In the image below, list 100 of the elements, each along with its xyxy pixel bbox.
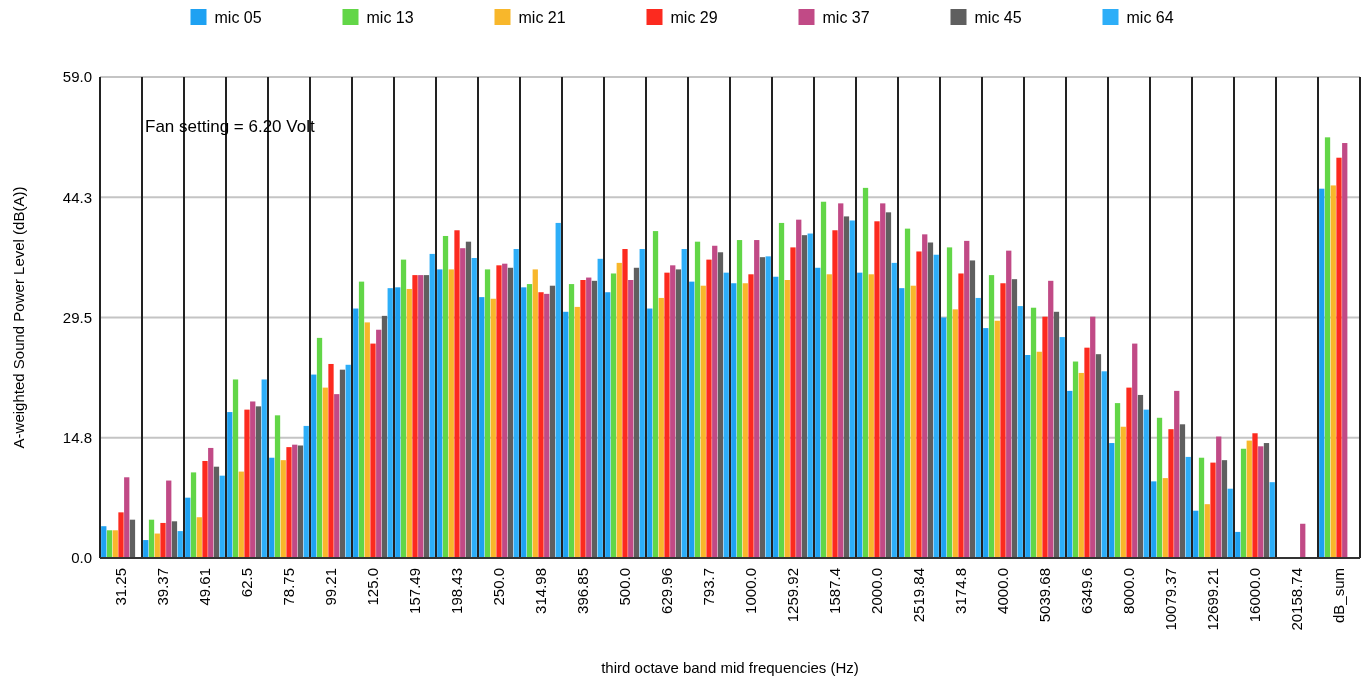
- x-tick-label: 125.0: [364, 568, 382, 606]
- bar: [345, 364, 351, 558]
- bar: [538, 292, 544, 558]
- bar: [790, 247, 796, 558]
- x-tick-label: 2519.84: [910, 568, 928, 623]
- bar: [549, 285, 556, 558]
- bar: [1198, 457, 1205, 558]
- bar: [885, 212, 892, 558]
- bar: [387, 288, 393, 558]
- bar: [406, 288, 412, 558]
- x-tick-label: 16000.0: [1246, 568, 1264, 623]
- bar: [1059, 337, 1065, 558]
- x-tick-label: 250.0: [490, 568, 508, 606]
- bar: [807, 233, 813, 558]
- bar: [395, 287, 401, 558]
- bar: [353, 308, 359, 558]
- x-tick-label: 78.75: [280, 568, 298, 606]
- bar: [778, 222, 785, 558]
- x-tick-label: 629.96: [658, 568, 676, 614]
- bar: [1011, 279, 1018, 558]
- bar: [574, 306, 580, 558]
- bar: [639, 249, 645, 558]
- bar: [916, 251, 922, 558]
- bar: [238, 471, 244, 558]
- bar: [742, 283, 748, 558]
- bar: [232, 379, 239, 558]
- bar: [969, 260, 976, 558]
- bar: [328, 363, 334, 558]
- bar: [843, 216, 850, 558]
- bar: [1101, 371, 1107, 558]
- bar: [1258, 446, 1264, 558]
- bar: [796, 219, 802, 558]
- x-tick-label: 12699.21: [1204, 568, 1222, 631]
- x-tick-label: 1587.4: [826, 568, 844, 614]
- bar: [1095, 354, 1102, 558]
- bar: [1017, 306, 1023, 558]
- x-tick-label: 4000.0: [994, 568, 1012, 614]
- bar: [1174, 390, 1180, 558]
- bar: [563, 311, 569, 558]
- bar: [250, 401, 256, 558]
- bar: [1151, 481, 1157, 558]
- bar: [244, 409, 250, 558]
- bar: [1084, 347, 1090, 558]
- bar: [723, 272, 729, 558]
- bar: [580, 280, 586, 558]
- bar: [1132, 343, 1138, 558]
- bar: [334, 394, 340, 558]
- bar: [303, 425, 309, 558]
- bar: [106, 530, 113, 558]
- x-tick-label: 20158.74: [1288, 568, 1306, 631]
- bar: [1240, 448, 1247, 558]
- bar: [269, 457, 275, 558]
- bar: [448, 269, 454, 558]
- bar: [423, 275, 430, 558]
- x-tick-label: 62.5: [238, 568, 256, 598]
- bar: [1067, 390, 1073, 558]
- bar: [1235, 531, 1241, 558]
- x-tick-label: 5039.68: [1036, 568, 1054, 623]
- bar: [1042, 316, 1048, 558]
- bar: [964, 240, 970, 558]
- bar: [208, 447, 214, 558]
- bar: [177, 531, 183, 558]
- bar: [801, 235, 808, 558]
- bar: [471, 257, 477, 558]
- bar: [664, 272, 670, 558]
- bar: [1269, 482, 1275, 558]
- bar: [610, 273, 617, 558]
- x-tick-label: dB_sum: [1330, 568, 1348, 624]
- bar: [339, 369, 346, 558]
- bar: [658, 297, 664, 558]
- bar: [460, 248, 466, 558]
- x-tick-label: 6349.6: [1078, 568, 1096, 614]
- x-tick-label: 198.43: [448, 568, 466, 614]
- bar: [586, 277, 592, 558]
- x-tick-label: 3174.8: [952, 568, 970, 614]
- bar: [568, 284, 575, 558]
- bar: [832, 230, 838, 558]
- bar: [1126, 387, 1132, 558]
- bar: [815, 267, 821, 558]
- bar: [513, 249, 519, 558]
- bar: [647, 308, 653, 558]
- y-axis-title: A-weighted Sound Power Level (dB(A)): [10, 186, 27, 449]
- bar: [628, 280, 634, 558]
- bar: [219, 475, 225, 558]
- bar: [297, 445, 304, 558]
- bar: [616, 262, 622, 558]
- bar: [1185, 456, 1191, 558]
- bar: [633, 267, 640, 558]
- bar: [849, 220, 855, 558]
- bar: [148, 519, 155, 558]
- legend-label: mic 37: [822, 8, 870, 26]
- bar: [1036, 351, 1042, 558]
- bar: [213, 466, 220, 558]
- x-tick-label: 2000.0: [868, 568, 886, 614]
- y-tick-label: 14.8: [62, 429, 92, 446]
- x-tick-label: 157.49: [406, 568, 424, 614]
- bar: [765, 256, 771, 558]
- bar: [418, 275, 424, 558]
- bar: [316, 337, 323, 558]
- bar: [322, 387, 328, 558]
